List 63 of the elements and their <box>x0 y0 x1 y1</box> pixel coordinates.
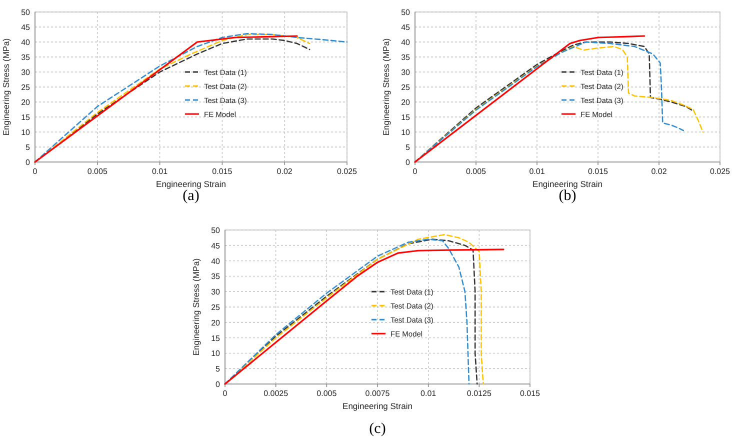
y-axis-title: Engineering Stress (MPa) <box>191 258 201 356</box>
y-tick-label: 30 <box>401 68 411 77</box>
y-tick-label: 20 <box>211 318 221 328</box>
x-axis-title: Engineering Strain <box>342 401 413 411</box>
y-tick-label: 30 <box>211 288 221 297</box>
y-tick-label: 0 <box>216 380 221 389</box>
y-tick-label: 20 <box>21 98 31 107</box>
y-tick-label: 5 <box>406 143 411 152</box>
y-tick-label: 40 <box>211 256 221 266</box>
x-tick-label: 0.01 <box>152 167 168 176</box>
x-tick-label: 0.015 <box>212 167 233 176</box>
x-tick-label: 0.025 <box>710 167 731 176</box>
y-tick-label: 50 <box>21 8 31 17</box>
x-tick-label: 0 <box>222 389 228 398</box>
x-tick-label: 0.025 <box>336 167 358 176</box>
y-tick-label: 50 <box>211 226 221 235</box>
y-tick-label: 20 <box>401 98 411 107</box>
y-axis-title: Engineering Stress (MPa) <box>381 38 391 136</box>
y-tick-label: 30 <box>21 68 31 77</box>
text: (c) <box>369 421 386 437</box>
x-tick-label: 0.02 <box>276 167 293 176</box>
text: (a) <box>182 188 200 204</box>
x-tick-label: 0.005 <box>87 167 108 176</box>
x-tick-label: 0 <box>412 167 418 176</box>
line-series <box>414 35 646 163</box>
y-tick-label: 25 <box>211 303 221 312</box>
x-tick-label: 0.005 <box>316 389 338 398</box>
x-tick-label: 0.015 <box>520 389 541 398</box>
y-tick-label: 5 <box>216 364 221 374</box>
y-tick-label: 45 <box>21 23 31 32</box>
x-tick-label: 0 <box>32 167 38 176</box>
x-axis-title: Engineering Strain <box>532 179 603 189</box>
y-tick-label: 15 <box>211 334 221 343</box>
y-tick-label: 40 <box>21 38 31 47</box>
x-tick-label: 0.0125 <box>466 389 492 398</box>
y-tick-label: 35 <box>401 53 411 62</box>
line-series <box>224 248 504 385</box>
text: (b) <box>558 188 576 204</box>
y-tick-label: 25 <box>21 83 31 92</box>
y-tick-label: 10 <box>211 349 221 358</box>
y-tick-label: 35 <box>211 272 221 282</box>
y-tick-label: 45 <box>211 241 221 250</box>
y-tick-label: 40 <box>401 38 411 47</box>
y-axis-title: Engineering Stress (MPa) <box>1 38 11 136</box>
y-tick-label: 10 <box>21 128 31 137</box>
x-tick-label: 0.0025 <box>264 389 289 398</box>
y-tick-label: 0 <box>406 158 411 167</box>
x-axis-title: Engineering Strain <box>156 179 226 189</box>
x-tick-label: 0.005 <box>466 167 487 176</box>
x-tick-label: 0.01 <box>529 167 546 176</box>
y-tick-label: 50 <box>401 8 411 17</box>
y-tick-label: 0 <box>26 158 31 167</box>
y-tick-label: 25 <box>401 83 411 92</box>
y-tick-label: 15 <box>401 113 411 122</box>
x-tick-label: 0.0075 <box>365 389 390 398</box>
y-tick-label: 35 <box>21 53 31 62</box>
y-tick-label: 45 <box>401 23 411 32</box>
y-tick-label: 5 <box>26 143 31 152</box>
x-tick-label: 0.02 <box>651 167 668 176</box>
y-tick-label: 15 <box>21 113 31 122</box>
y-tick-label: 10 <box>401 128 411 137</box>
x-tick-label: 0.01 <box>420 389 437 398</box>
x-tick-label: 0.015 <box>588 167 609 176</box>
